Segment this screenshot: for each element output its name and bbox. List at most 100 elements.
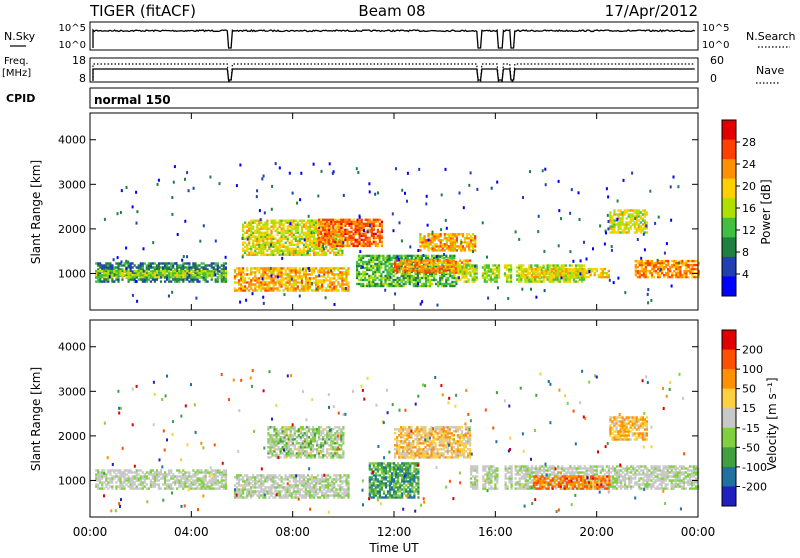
heatmap-cell (458, 276, 460, 279)
heatmap-cell (449, 255, 451, 257)
heatmap-cell (443, 265, 445, 267)
heatmap-cell (117, 278, 119, 280)
heatmap-cell (443, 283, 445, 285)
heatmap-cell (114, 273, 116, 276)
heatmap-cell (657, 259, 659, 262)
heatmap-cell (176, 469, 178, 471)
heatmap-cell (486, 256, 488, 259)
heatmap-cell (399, 255, 401, 257)
heatmap-cell (358, 283, 360, 285)
heatmap-cell (675, 260, 677, 262)
heatmap-cell (599, 224, 601, 227)
heatmap-cell (205, 270, 207, 272)
heatmap-cell (246, 267, 248, 269)
heatmap-cell (335, 267, 337, 269)
heatmap-cell (184, 220, 186, 223)
heatmap-cell (174, 479, 176, 481)
heatmap-cell (272, 250, 274, 252)
heatmap-cell (693, 276, 695, 278)
heatmap-cell (264, 486, 266, 488)
heatmap-cell (364, 271, 366, 273)
heatmap-cell (274, 267, 276, 269)
heatmap-cell (123, 485, 125, 487)
nsearch-tick-bottom: 10^0 (702, 40, 729, 51)
heatmap-cell (283, 486, 285, 488)
heatmap-cell (140, 270, 142, 272)
heatmap-cell (152, 270, 154, 272)
heatmap-cell (350, 235, 352, 237)
heatmap-cell (419, 249, 421, 251)
heatmap-cell (577, 280, 579, 282)
heatmap-cell (687, 276, 689, 278)
heatmap-cell (659, 260, 661, 262)
heatmap-cell (301, 220, 303, 222)
heatmap-cell (198, 477, 200, 479)
heatmap-cell (293, 275, 295, 277)
heatmap-cell (559, 270, 561, 272)
heatmap-cell (463, 280, 465, 282)
heatmap-cell (256, 230, 258, 232)
heatmap-cell (211, 262, 213, 264)
heatmap-cell (307, 244, 309, 246)
heatmap-cell (377, 219, 379, 221)
heatmap-cell (182, 485, 184, 487)
heatmap-cell (176, 487, 178, 489)
heatmap-cell (615, 213, 617, 215)
heatmap-cell (236, 281, 238, 283)
heatmap-cell (331, 267, 333, 269)
heatmap-cell (318, 227, 320, 229)
heatmap-cell (394, 292, 396, 295)
heatmap-cell (344, 229, 346, 231)
heatmap-cell (115, 270, 117, 272)
heatmap-cell (670, 185, 672, 188)
heatmap-cell (357, 227, 359, 229)
heatmap-cell (311, 240, 313, 242)
heatmap-cell (414, 259, 416, 261)
heatmap-cell (541, 272, 543, 274)
heatmap-cell (468, 184, 470, 187)
heatmap-cell (658, 216, 660, 219)
heatmap-cell (203, 471, 205, 473)
heatmap-cell (203, 278, 205, 280)
heatmap-cell (375, 241, 377, 243)
heatmap-cell (135, 280, 137, 283)
heatmap-cell (370, 275, 372, 277)
heatmap-cell (105, 262, 107, 264)
heatmap-cell (679, 266, 681, 268)
heatmap-cell (194, 278, 196, 280)
heatmap-cell (381, 241, 383, 243)
heatmap-cell (459, 192, 461, 195)
heatmap-cell (320, 245, 322, 247)
heatmap-cell (283, 478, 285, 480)
heatmap-cell (615, 223, 617, 225)
heatmap-cell (394, 261, 396, 263)
heatmap-cell (637, 238, 639, 241)
heatmap-cell (262, 488, 264, 490)
heatmap-cell (340, 227, 342, 229)
heatmap-cell (270, 484, 272, 486)
heatmap-cell (217, 278, 219, 280)
heatmap-cell (126, 276, 128, 278)
heatmap-cell (643, 262, 645, 264)
heatmap-cell (443, 257, 445, 259)
heatmap-cell (575, 268, 577, 270)
heatmap-cell (297, 281, 299, 283)
heatmap-cell (248, 476, 250, 478)
heatmap-cell (242, 488, 244, 490)
heatmap-cell (138, 483, 140, 485)
heatmap-cell (320, 219, 322, 221)
heatmap-cell (448, 233, 450, 235)
heatmap-cell (362, 261, 364, 263)
heatmap-cell (678, 261, 680, 264)
heatmap-cell (426, 195, 428, 198)
heatmap-cell (248, 289, 250, 291)
heatmap-cell (225, 256, 227, 259)
heatmap-cell (630, 213, 632, 215)
heatmap-cell (240, 484, 242, 486)
heatmap-cell (252, 240, 254, 242)
heatmap-cell (472, 233, 474, 235)
heatmap-cell (402, 267, 404, 269)
heatmap-cell (451, 255, 453, 257)
heatmap-cell (441, 193, 443, 196)
